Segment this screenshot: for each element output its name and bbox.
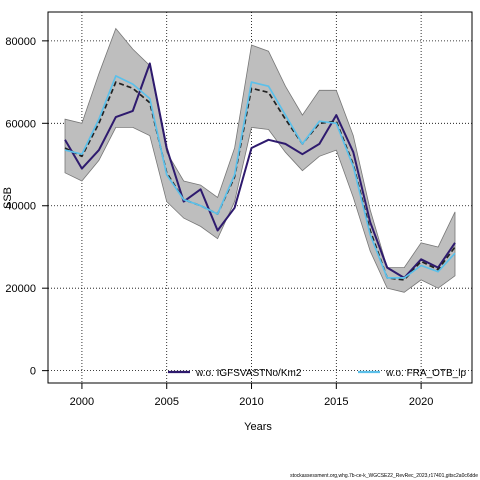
series-line-2 xyxy=(64,75,456,279)
confidence-band xyxy=(64,27,456,293)
x-tick-label: 2010 xyxy=(239,396,263,408)
legend-label-0: w.o. IGFSVASTNo/Km2 xyxy=(195,368,302,379)
x-tick-label: 2020 xyxy=(409,396,433,408)
grid-lines xyxy=(48,12,472,383)
x-tick-label: 2000 xyxy=(70,396,94,408)
y-axis: 0 20000 40000 60000 80000 xyxy=(5,36,48,378)
series-lines-layer xyxy=(64,62,456,281)
plot-frame xyxy=(47,11,473,384)
legend: w.o. IGFSVASTNo/Km2 w.o. FRA_OTB_lp xyxy=(168,368,466,379)
x-axis: 2000 2005 2010 2015 2020 xyxy=(70,383,433,408)
series-line-1 xyxy=(64,81,456,281)
legend-label-1: w.o. FRA_OTB_lp xyxy=(385,368,466,379)
y-tick-label: 80000 xyxy=(5,36,36,48)
footnote: stockassessment.org,whg.7b-ce-k_WGCSE22_… xyxy=(290,473,478,479)
x-tick-label: 2005 xyxy=(154,396,178,408)
y-tick-label: 40000 xyxy=(5,201,36,213)
y-tick-label: 60000 xyxy=(5,118,36,130)
y-tick-label: 20000 xyxy=(5,283,36,295)
y-axis-label: SSB xyxy=(2,187,14,209)
x-tick-label: 2015 xyxy=(324,396,348,408)
confidence-band-layer xyxy=(64,27,456,293)
x-axis-label: Years xyxy=(244,421,272,433)
series-line-0 xyxy=(64,62,456,279)
y-tick-label: 0 xyxy=(30,366,36,378)
